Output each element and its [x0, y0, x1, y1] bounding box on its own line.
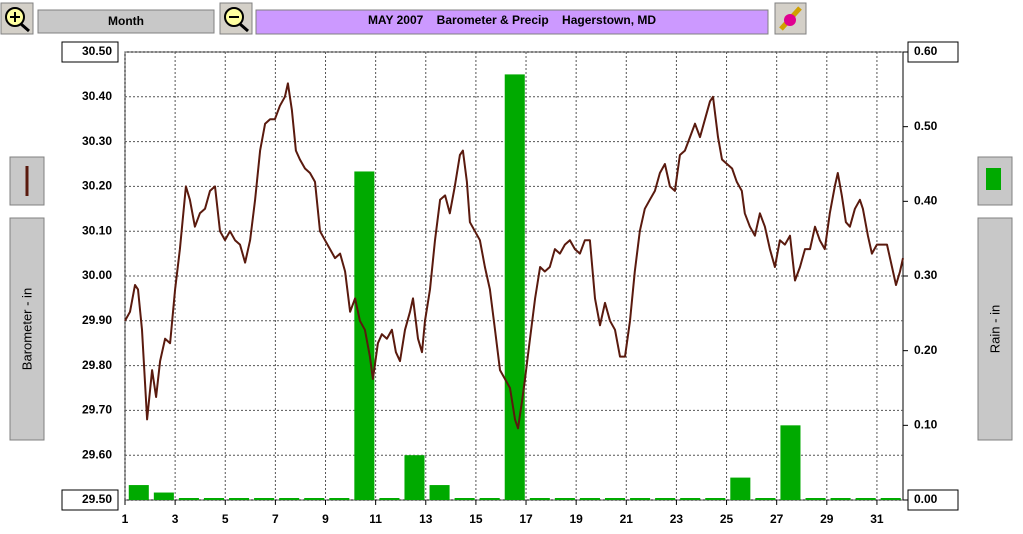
rain-bar — [203, 498, 225, 500]
tick-box — [61, 41, 119, 63]
y-tick-label: 30.40 — [82, 89, 112, 103]
y-tick-label: 29.90 — [82, 313, 112, 327]
x-tick-label: 5 — [222, 512, 229, 526]
zoom-out-button[interactable] — [219, 2, 253, 35]
y-tick-label: 29.80 — [82, 358, 112, 372]
rain-bar — [655, 498, 676, 500]
x-tick-label: 27 — [770, 512, 784, 526]
x-tick-label: 31 — [870, 512, 884, 526]
edit-button[interactable] — [774, 2, 807, 35]
rain-bar — [529, 498, 550, 500]
y2-tick-label: 0.50 — [914, 119, 938, 133]
y2-tick-label: 0.30 — [914, 268, 938, 282]
rain-bar — [755, 498, 776, 500]
tick-box — [61, 489, 119, 511]
x-tick-label: 23 — [670, 512, 684, 526]
title-box — [255, 9, 769, 35]
rain-bar — [504, 74, 525, 501]
y-tick-label: 30.00 — [82, 268, 112, 282]
x-tick-label: 13 — [419, 512, 433, 526]
y-tick-label: 30.50 — [82, 44, 112, 58]
zoom-in-button[interactable] — [0, 2, 34, 35]
x-tick-label: 7 — [272, 512, 279, 526]
rain-bar — [404, 455, 425, 500]
y-axis-panel — [9, 217, 45, 441]
rain-bar — [329, 498, 350, 500]
rain-bar — [830, 498, 851, 500]
x-tick-label: 1 — [122, 512, 129, 526]
rain-bar — [805, 498, 826, 500]
rain-bar — [680, 498, 701, 500]
rain-bar — [880, 498, 901, 500]
y-tick-label: 29.70 — [82, 403, 112, 417]
y-tick-label: 29.50 — [82, 492, 112, 506]
y-tick-label: 30.30 — [82, 134, 112, 148]
rain-bar — [279, 498, 300, 500]
y2-tick-label: 0.10 — [914, 418, 938, 432]
rain-bar — [705, 498, 726, 500]
x-tick-label: 29 — [820, 512, 834, 526]
period-button[interactable]: Month — [37, 9, 215, 34]
period-label: Month — [108, 14, 144, 28]
rain-bar — [429, 485, 450, 500]
y-axis-label: Barometer - in — [19, 288, 34, 370]
y2-tick-label: 0.60 — [914, 44, 938, 58]
rain-bar — [604, 498, 626, 500]
rain-bar — [579, 498, 600, 500]
y2-tick-label: 0.40 — [914, 194, 938, 208]
x-tick-label: 11 — [369, 512, 382, 526]
rain-bar — [254, 498, 275, 500]
rain-bar — [128, 485, 149, 500]
rain-bar — [153, 492, 174, 500]
x-tick-label: 3 — [172, 512, 179, 526]
rain-bar — [354, 171, 375, 500]
x-tick-label: 19 — [569, 512, 583, 526]
tick-box — [907, 489, 959, 511]
y-tick-label: 29.60 — [82, 447, 112, 461]
rain-bar — [229, 498, 250, 500]
legend-swatch — [986, 168, 1001, 190]
barometer-line — [124, 82, 904, 430]
x-tick-label: 21 — [620, 512, 634, 526]
rain-bar — [454, 498, 475, 500]
y2-tick-label: 0.00 — [914, 492, 938, 506]
y2-axis-panel — [977, 217, 1013, 441]
rain-bar — [379, 498, 400, 500]
rain-bar — [855, 498, 876, 500]
rain-bar — [630, 498, 651, 500]
rain-bar — [479, 498, 500, 500]
x-tick-label: 9 — [322, 512, 329, 526]
tick-box — [907, 41, 959, 63]
x-tick-label: 25 — [720, 512, 734, 526]
y2-tick-label: 0.20 — [914, 343, 938, 357]
y-tick-label: 30.20 — [82, 179, 112, 193]
rain-bar — [178, 498, 199, 500]
x-tick-label: 17 — [519, 512, 533, 526]
rain-bar — [780, 425, 801, 500]
rain-bar — [730, 477, 751, 500]
x-tick-label: 15 — [469, 512, 483, 526]
chart-title: MAY 2007 Barometer & Precip Hagerstown, … — [368, 13, 656, 27]
y-tick-label: 30.10 — [82, 223, 112, 237]
rain-bar — [554, 498, 575, 500]
y2-axis-label: Rain - in — [987, 305, 1002, 353]
rain-bar — [304, 498, 325, 500]
